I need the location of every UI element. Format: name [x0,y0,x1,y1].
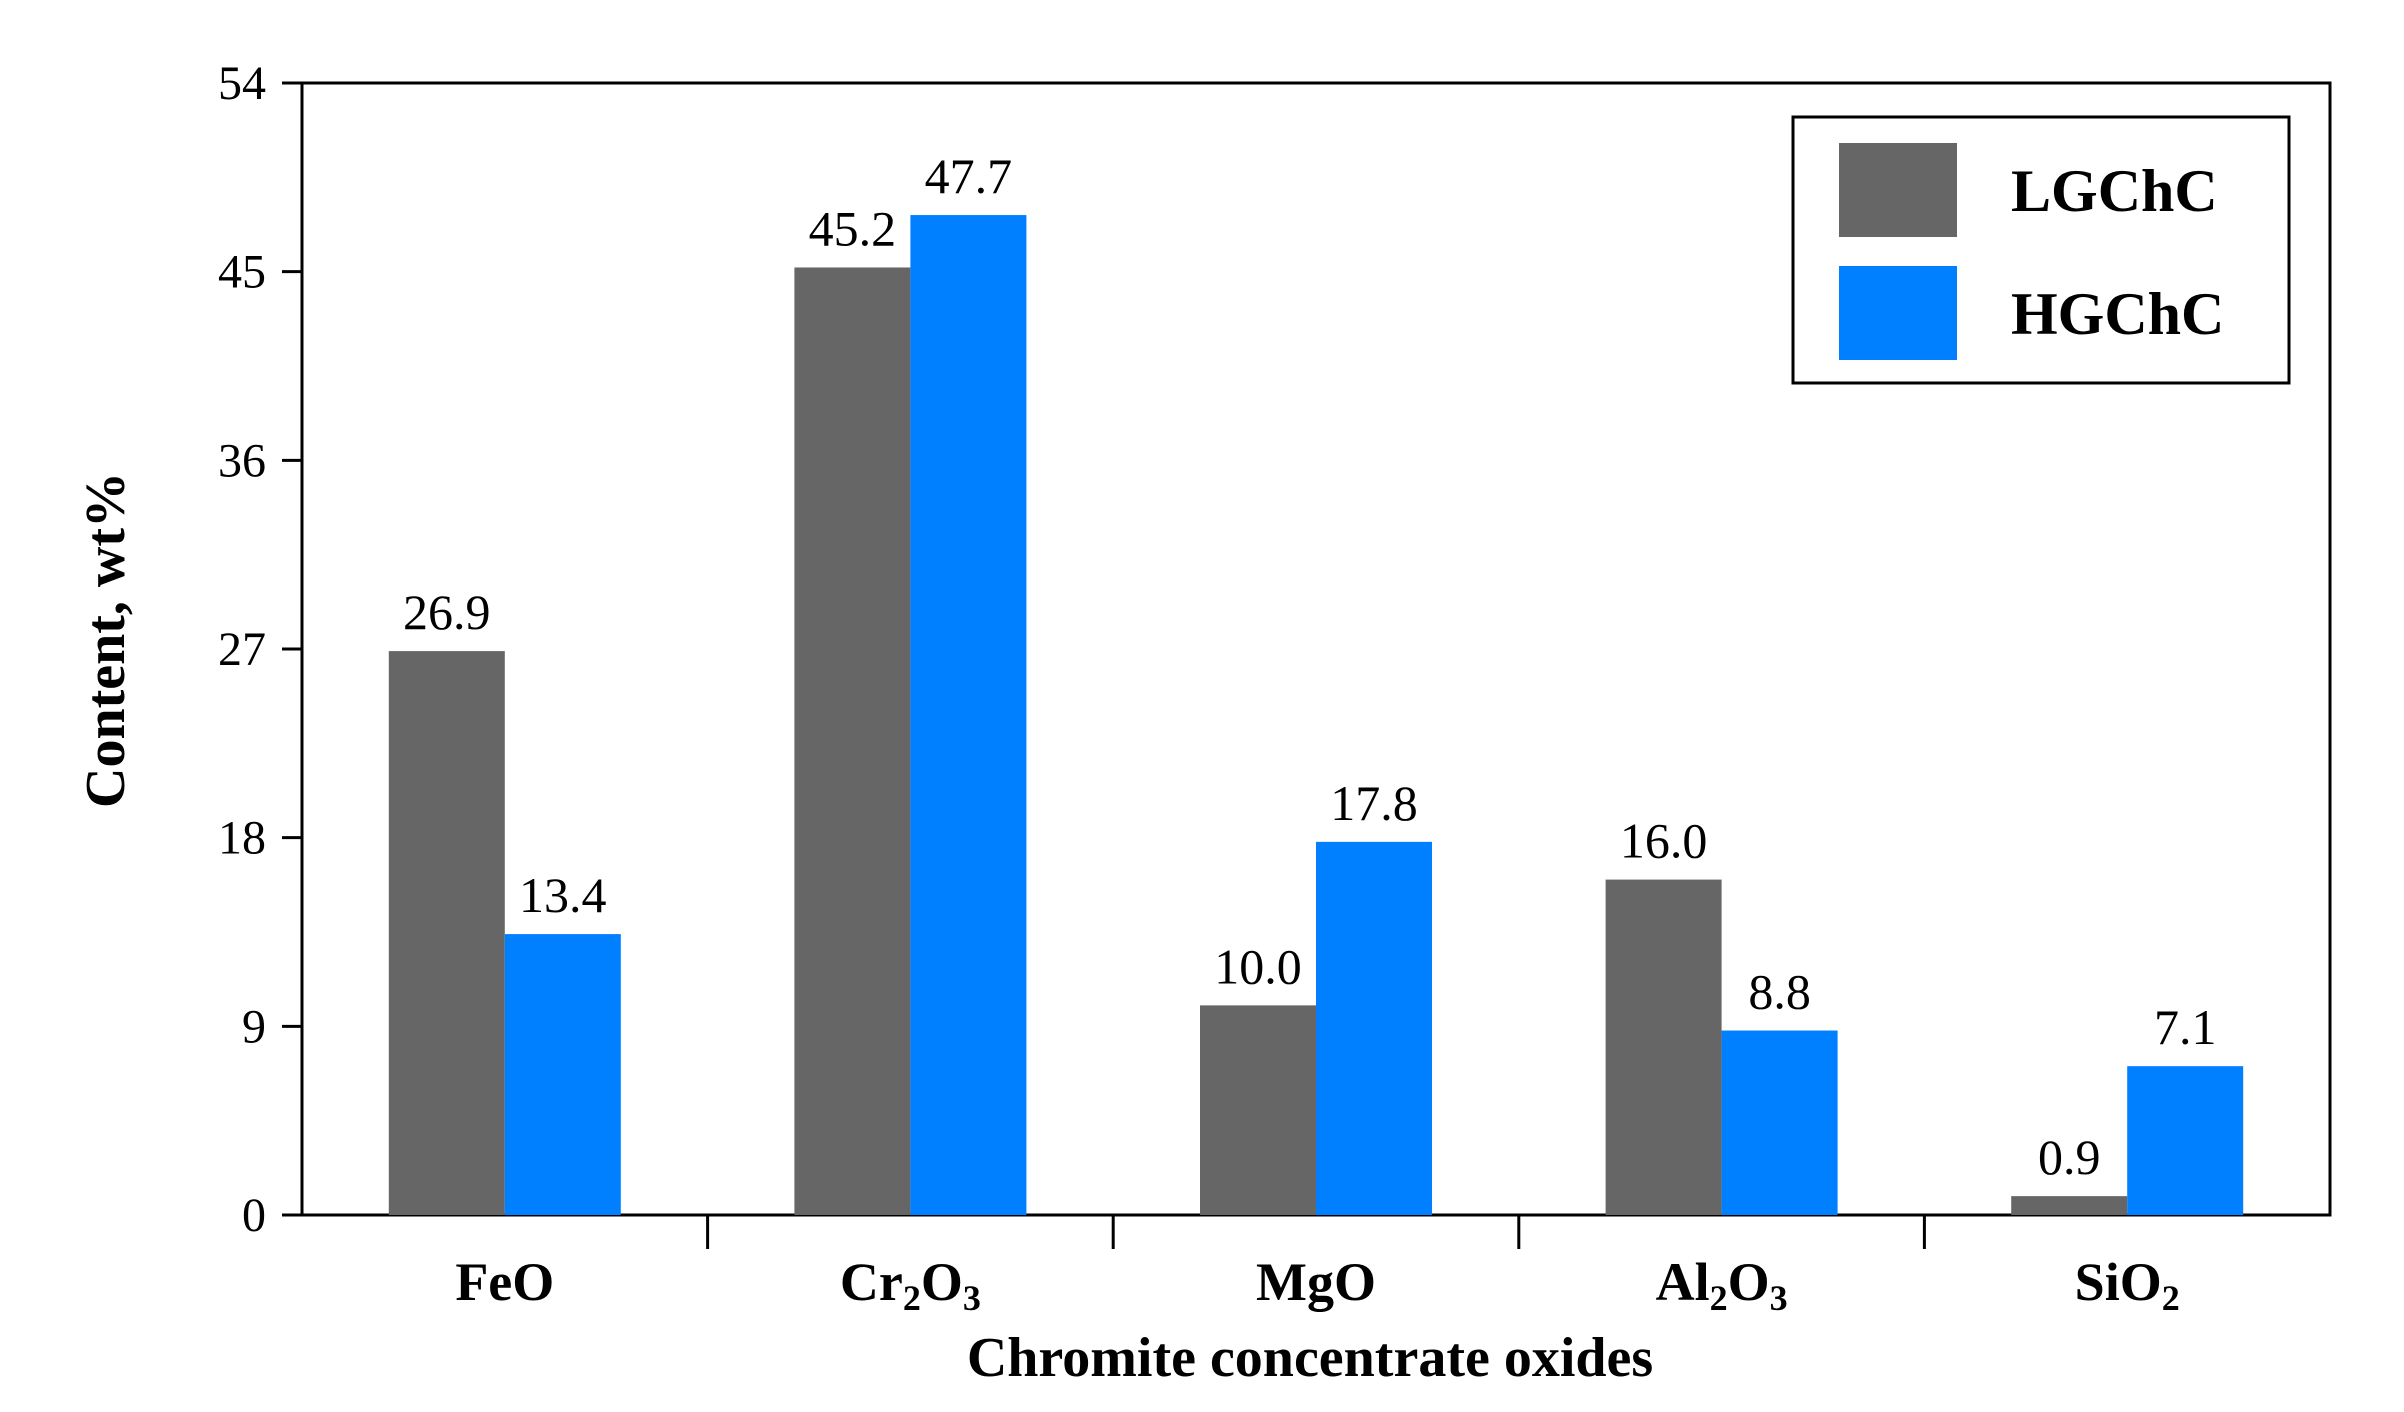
value-label-lgchc-cr2o3: 45.2 [809,200,897,256]
x-category-label: SiO2 [2075,1252,2180,1318]
y-tick-label: 45 [218,246,266,299]
value-label-hgchc-sio2: 7.1 [2154,999,2217,1055]
value-label-lgchc-sio2: 0.9 [2038,1129,2101,1185]
y-axis-title: Content, wt% [75,472,137,808]
legend-label-hgchc: HGChC [2011,281,2224,347]
y-tick-label: 36 [218,434,266,487]
y-tick-label: 18 [218,812,266,865]
y-axis: 0 9 18 27 36 45 54 [218,57,302,1242]
bar-lgchc-sio2 [2011,1196,2128,1215]
y-tick-label: 0 [242,1189,266,1242]
value-label-lgchc-al2o3: 16.0 [1620,813,1708,869]
legend-swatch-lgchc [1839,143,1957,237]
value-label-lgchc-feo: 26.9 [403,584,491,640]
bar-hgchc-sio2 [2127,1066,2244,1215]
x-category-label: Al2O3 [1656,1252,1788,1318]
legend-label-lgchc: LGChC [2011,158,2218,224]
bar-hgchc-feo [504,934,621,1215]
bar-value-labels: 26.9 13.4 45.2 47.7 10.0 17.8 16.0 8.8 0.9 7.1 [403,148,2216,1185]
value-label-hgchc-cr2o3: 47.7 [925,148,1013,204]
bar-lgchc-al2o3 [1605,879,1722,1215]
x-axis-title: Chromite concentrate oxides [967,1327,1653,1389]
value-label-hgchc-al2o3: 8.8 [1748,964,1811,1020]
value-label-hgchc-feo: 13.4 [519,867,607,923]
x-axis: FeO Cr2O3 MgO Al2O3 SiO2 [455,1215,2180,1318]
y-tick-label: 9 [242,1000,266,1053]
bar-hgchc-mgo [1316,841,1432,1215]
bar-lgchc-cr2o3 [794,267,911,1215]
bar-lgchc-feo [388,651,505,1215]
y-tick-label: 54 [218,57,266,110]
bar-hgchc-al2o3 [1721,1030,1838,1215]
legend: LGChC HGChC [1791,115,2291,385]
x-category-label: FeO [455,1252,554,1312]
bar-hgchc-cr2o3 [910,215,1027,1216]
bars [388,215,2244,1216]
legend-swatch-hgchc [1839,266,1957,360]
x-category-label: MgO [1256,1252,1376,1312]
x-category-label: Cr2O3 [840,1252,981,1318]
value-label-lgchc-mgo: 10.0 [1214,938,1302,994]
bar-lgchc-mgo [1200,1005,1316,1215]
y-tick-label: 27 [218,623,266,676]
value-label-hgchc-mgo: 17.8 [1330,775,1418,831]
